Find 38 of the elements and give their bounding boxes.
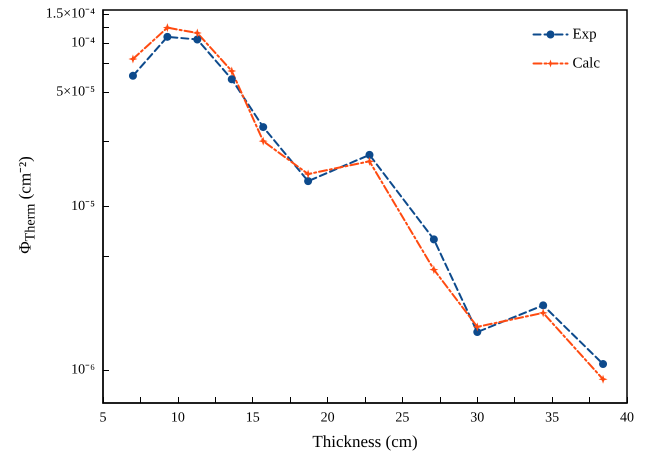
y-tick-label: 10⁻⁵: [71, 199, 96, 214]
legend-label: Calc: [572, 56, 600, 72]
y-tick-label: 1.5×10⁻⁴: [46, 6, 96, 22]
point: [163, 32, 172, 41]
x-axis-title: Thickness (cm): [312, 432, 418, 451]
x-tick-label: 5: [100, 410, 106, 426]
x-tick-label: 15: [246, 410, 260, 426]
point: [128, 54, 138, 64]
legend-label: Exp: [572, 26, 597, 42]
point: [366, 150, 374, 159]
point: [599, 360, 608, 368]
point: [228, 75, 236, 84]
point: [259, 123, 268, 132]
point: [473, 328, 482, 336]
point: [227, 66, 236, 76]
x-tick-label: 40: [620, 410, 634, 426]
x-tick-label: 25: [395, 410, 410, 426]
point: [364, 156, 374, 166]
x-tick-label: 35: [545, 410, 560, 426]
point: [162, 23, 172, 32]
point: [193, 35, 202, 44]
x-tick-label: 20: [320, 410, 335, 426]
point: [472, 322, 482, 332]
x-tick-label: 10: [170, 410, 185, 426]
point: [258, 136, 268, 146]
point: [304, 170, 313, 179]
point: [538, 308, 548, 318]
point: [304, 177, 312, 186]
point: [539, 301, 548, 310]
point: [128, 72, 137, 80]
point: [598, 374, 608, 384]
x-tick-label: 30: [470, 410, 484, 426]
point: [192, 28, 202, 38]
point: [429, 265, 438, 274]
y-tick-label: 10⁻⁶: [71, 362, 96, 378]
y-tick-label: 10⁻⁴: [71, 35, 96, 50]
y-tick-label: 5×10⁻⁵: [56, 84, 96, 100]
point: [430, 235, 438, 244]
